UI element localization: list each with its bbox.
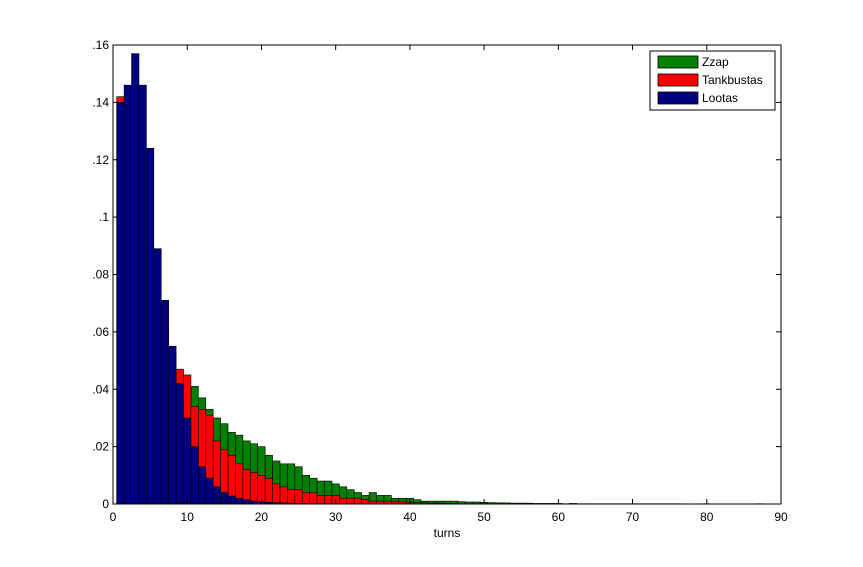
y-tick-label: .02 <box>92 440 109 454</box>
x-tick-label: 30 <box>329 510 343 524</box>
bar-tankbustas-25 <box>294 489 303 505</box>
bar-tankbustas-34 <box>361 499 370 505</box>
bar-lootas-13 <box>205 477 214 505</box>
bar-tankbustas-26 <box>301 492 310 505</box>
bar-tankbustas-29 <box>324 495 333 505</box>
x-tick-label: 20 <box>255 510 269 524</box>
bar-tankbustas-21 <box>264 477 273 505</box>
bars-layer <box>116 53 763 505</box>
x-tick-label: 70 <box>626 510 640 524</box>
bar-tankbustas-24 <box>287 489 296 505</box>
y-tick-label: .08 <box>92 268 109 282</box>
legend-swatch-tankbustas <box>657 73 699 87</box>
y-tick-label: .12 <box>92 153 109 167</box>
bar-lootas-6 <box>153 248 162 505</box>
y-tick-label: .16 <box>92 38 109 52</box>
bar-lootas-15 <box>220 492 229 505</box>
x-tick-label: 0 <box>110 510 117 524</box>
legend-label-tankbustas: Tankbustas <box>702 73 763 87</box>
y-tick-label: .06 <box>92 325 109 339</box>
x-tick-label: 80 <box>700 510 714 524</box>
y-tick-label: .04 <box>92 382 109 396</box>
y-tick-label: .1 <box>99 210 109 224</box>
y-axis: 0 .02 .04 .06 .08 .1 .12 .14 .16 <box>92 38 781 511</box>
bar-tankbustas-33 <box>353 497 362 505</box>
bar-lootas-11 <box>190 446 199 505</box>
legend-swatch-zzap <box>657 55 699 69</box>
bar-lootas-17 <box>235 497 244 505</box>
x-axis-title: turns <box>434 526 461 540</box>
bar-lootas-12 <box>198 466 207 505</box>
bar-lootas-2 <box>123 84 132 505</box>
x-tick-label: 40 <box>403 510 417 524</box>
bar-lootas-3 <box>131 53 140 505</box>
bar-lootas-1 <box>116 102 125 505</box>
x-tick-label: 50 <box>477 510 491 524</box>
bar-lootas-14 <box>212 486 221 505</box>
y-tick-label: .14 <box>92 95 109 109</box>
legend-label-lootas: Lootas <box>702 91 738 105</box>
bar-tankbustas-22 <box>272 483 281 505</box>
bar-lootas-7 <box>160 300 169 505</box>
legend: Zzap Tankbustas Lootas <box>649 50 776 111</box>
bar-tankbustas-23 <box>279 486 288 505</box>
bar-lootas-18 <box>242 499 251 505</box>
bar-lootas-16 <box>227 495 236 505</box>
bar-tankbustas-32 <box>346 497 355 505</box>
bar-tankbustas-27 <box>309 492 318 505</box>
x-axis: 0 10 20 30 40 50 60 70 80 90 <box>110 45 788 524</box>
x-tick-label: 60 <box>552 510 566 524</box>
legend-label-zzap: Zzap <box>702 55 729 69</box>
x-tick-label: 90 <box>774 510 788 524</box>
x-tick-label: 10 <box>181 510 195 524</box>
bar-tankbustas-28 <box>316 495 325 505</box>
y-tick-label: 0 <box>102 497 109 511</box>
bar-tankbustas-19 <box>250 472 259 505</box>
bar-lootas-8 <box>168 345 177 505</box>
bar-lootas-10 <box>183 417 192 505</box>
legend-swatch-lootas <box>657 91 699 105</box>
bar-tankbustas-31 <box>339 497 348 505</box>
bar-lootas-9 <box>175 383 184 505</box>
bar-lootas-5 <box>146 147 155 505</box>
bar-tankbustas-18 <box>242 469 251 505</box>
bar-lootas-4 <box>138 84 147 505</box>
